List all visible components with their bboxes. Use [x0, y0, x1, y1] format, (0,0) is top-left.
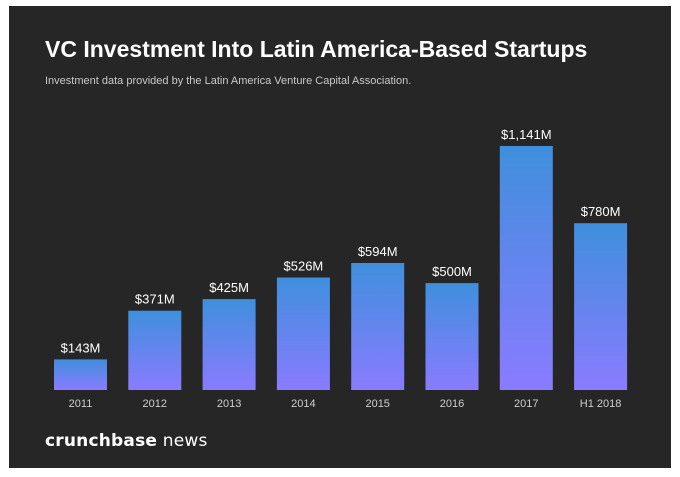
x-tick-label: 2013 [217, 398, 241, 410]
crunchbase-news-logo: crunchbase news [45, 431, 208, 451]
bar-2016 [425, 283, 479, 390]
x-axis-tick-labels: 2011 2012 2013 2014 2015 2016 2017 H1 2018 [69, 398, 622, 410]
bar-h1-2018 [574, 223, 628, 390]
bar-2017 [499, 146, 553, 390]
bar-chart: $143M $371M $425M $526M $594M $500M $1,141M $78… [54, 127, 628, 410]
x-tick-label: 2012 [143, 398, 167, 410]
data-labels: $143M $371M $425M $526M $594M $500M $1,141M $78… [61, 127, 621, 355]
data-label: $1,141M [501, 127, 552, 142]
x-tick-label: 2014 [291, 398, 315, 410]
data-label: $526M [284, 259, 324, 274]
brand-name: crunchbase [45, 431, 158, 451]
bar-2011 [54, 359, 107, 390]
x-tick-label: H1 2018 [580, 398, 622, 410]
x-tick-label: 2017 [514, 398, 538, 410]
bar-2012 [128, 310, 182, 390]
chart-title: VC Investment Into Latin America-Based S… [45, 36, 588, 62]
data-label: $371M [135, 292, 175, 307]
data-label: $594M [358, 244, 398, 259]
chart-card: VC Investment Into Latin America-Based S… [9, 6, 671, 468]
data-label: $425M [209, 280, 249, 295]
bar-series [54, 146, 628, 390]
data-label: $500M [432, 264, 472, 279]
data-label: $780M [581, 204, 621, 219]
bar-2014 [276, 277, 330, 390]
bar-2015 [351, 263, 405, 390]
data-label: $143M [61, 340, 101, 355]
chart-subtitle: Investment data provided by the Latin Am… [45, 75, 412, 87]
x-tick-label: 2016 [440, 398, 464, 410]
brand-suffix: news [157, 431, 208, 451]
x-tick-label: 2015 [365, 398, 389, 410]
x-tick-label: 2011 [69, 398, 93, 410]
bar-2013 [202, 299, 256, 390]
